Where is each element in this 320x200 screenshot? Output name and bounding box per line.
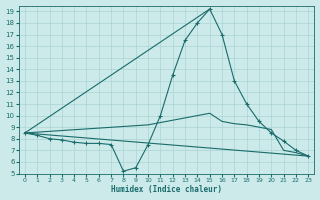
X-axis label: Humidex (Indice chaleur): Humidex (Indice chaleur) [111,185,222,194]
